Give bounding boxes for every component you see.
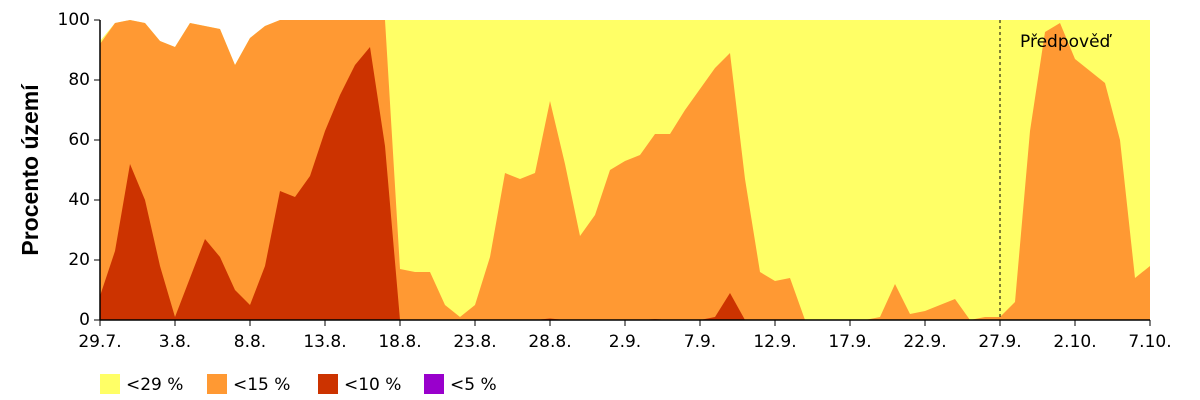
y-tick-label: 40	[68, 190, 90, 210]
x-tick-label: 29.7.	[78, 332, 121, 352]
legend-swatch	[424, 374, 444, 394]
legend-swatch	[100, 374, 120, 394]
x-tick-label: 8.8.	[234, 332, 266, 352]
x-tick-label: 23.8.	[453, 332, 496, 352]
legend-label: <29 %	[126, 375, 183, 395]
legend-swatch	[318, 374, 338, 394]
y-tick-label: 0	[79, 310, 90, 330]
x-tick-label: 7.10.	[1128, 332, 1171, 352]
x-tick-label: 2.10.	[1053, 332, 1096, 352]
legend-swatch	[207, 374, 227, 394]
y-tick-label: 80	[68, 70, 90, 90]
y-tick-label: 20	[68, 250, 90, 270]
x-tick-label: 22.9.	[903, 332, 946, 352]
y-tick-label: 100	[58, 10, 90, 30]
x-tick-label: 12.9.	[753, 332, 796, 352]
x-tick-label: 17.9.	[828, 332, 871, 352]
y-tick-label: 60	[68, 130, 90, 150]
x-tick-label: 28.8.	[528, 332, 571, 352]
x-tick-label: 7.9.	[684, 332, 716, 352]
annotation: Předpověď	[1020, 32, 1113, 52]
legend-label: <10 %	[344, 375, 401, 395]
area	[100, 47, 1150, 320]
x-tick-label: 3.8.	[159, 332, 191, 352]
x-tick-label: 18.8.	[378, 332, 421, 352]
legend-label: <5 %	[450, 375, 497, 395]
x-tick-label: 27.9.	[978, 332, 1021, 352]
legend-label: <15 %	[233, 375, 290, 395]
y-axis-label: Procento území	[17, 83, 43, 256]
x-tick-label: 2.9.	[609, 332, 641, 352]
x-tick-label: 13.8.	[303, 332, 346, 352]
